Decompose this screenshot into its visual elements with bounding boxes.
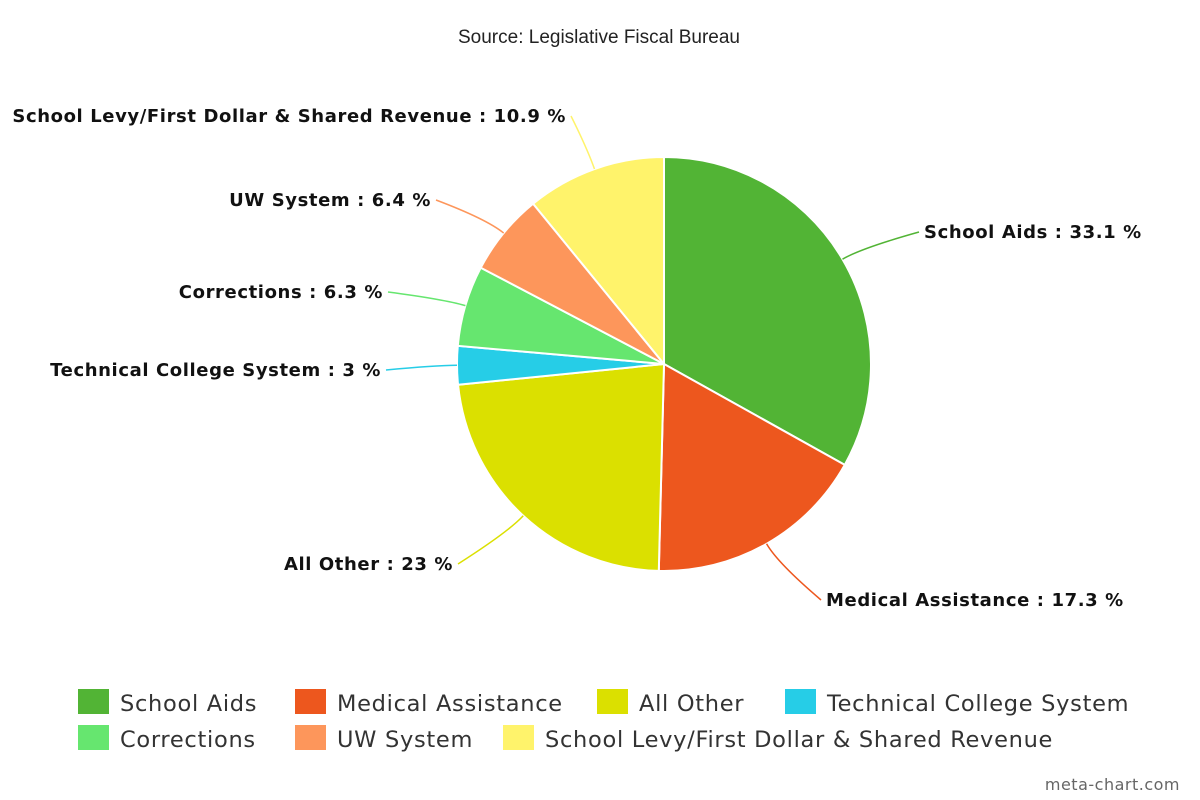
legend-item-corrections[interactable]: Corrections xyxy=(78,725,256,753)
label-uw-system: UW System : 6.4 % xyxy=(229,190,431,211)
leader-all-other xyxy=(457,515,524,565)
leader-school-levy-first-dollar-shared-revenue xyxy=(570,115,596,170)
label-corrections: Corrections : 6.3 % xyxy=(179,282,383,303)
label-school-levy-first-dollar-shared-revenue: School Levy/First Dollar & Shared Revenu… xyxy=(12,106,566,127)
legend-swatch xyxy=(503,725,534,750)
legend-label: Corrections xyxy=(120,727,256,753)
legend-swatch xyxy=(78,689,109,714)
label-medical-assistance: Medical Assistance : 17.3 % xyxy=(826,590,1124,611)
legend-item-school-levy-first-dollar-shared-revenue[interactable]: School Levy/First Dollar & Shared Revenu… xyxy=(503,725,1053,753)
leader-uw-system xyxy=(435,199,505,234)
pie-slices xyxy=(456,155,872,572)
legend-item-medical-assistance[interactable]: Medical Assistance xyxy=(295,689,563,717)
leader-lines xyxy=(385,115,920,601)
legend-item-technical-college-system[interactable]: Technical College System xyxy=(785,689,1129,717)
leader-medical-assistance xyxy=(765,543,822,601)
legend-swatch xyxy=(78,725,109,750)
label-school-aids: School Aids : 33.1 % xyxy=(924,222,1142,243)
legend-label: UW System xyxy=(337,727,473,753)
chart-subtitle: Source: Legislative Fiscal Bureau xyxy=(458,27,740,48)
slice-labels: School Aids : 33.1 % Medical Assistance :… xyxy=(12,106,1141,611)
leader-corrections xyxy=(387,291,466,307)
slice-all-other[interactable] xyxy=(456,362,666,572)
legend-swatch xyxy=(597,689,628,714)
label-all-other: All Other : 23 % xyxy=(284,554,453,575)
legend-label: School Levy/First Dollar & Shared Revenu… xyxy=(545,727,1053,753)
legend-swatch xyxy=(785,689,816,714)
slice-medical-assistance[interactable] xyxy=(657,362,847,572)
legend-label: Medical Assistance xyxy=(337,691,563,717)
leader-school-aids xyxy=(842,231,920,260)
slice-school-aids[interactable] xyxy=(663,155,872,467)
credit-text[interactable]: meta-chart.com xyxy=(1045,775,1180,794)
leader-technical-college-system xyxy=(385,364,458,371)
legend: School Aids Medical Assistance All Other Te… xyxy=(78,689,1129,753)
legend-label: Technical College System xyxy=(826,691,1129,717)
label-technical-college-system: Technical College System : 3 % xyxy=(50,360,381,381)
legend-item-all-other[interactable]: All Other xyxy=(597,689,744,717)
legend-item-school-aids[interactable]: School Aids xyxy=(78,689,257,717)
legend-item-uw-system[interactable]: UW System xyxy=(295,725,473,753)
slice-school-levy-first-dollar-shared-revenue[interactable] xyxy=(531,155,665,367)
legend-swatch xyxy=(295,689,326,714)
legend-label: All Other xyxy=(639,691,744,717)
legend-swatch xyxy=(295,725,326,750)
legend-label: School Aids xyxy=(120,691,257,717)
